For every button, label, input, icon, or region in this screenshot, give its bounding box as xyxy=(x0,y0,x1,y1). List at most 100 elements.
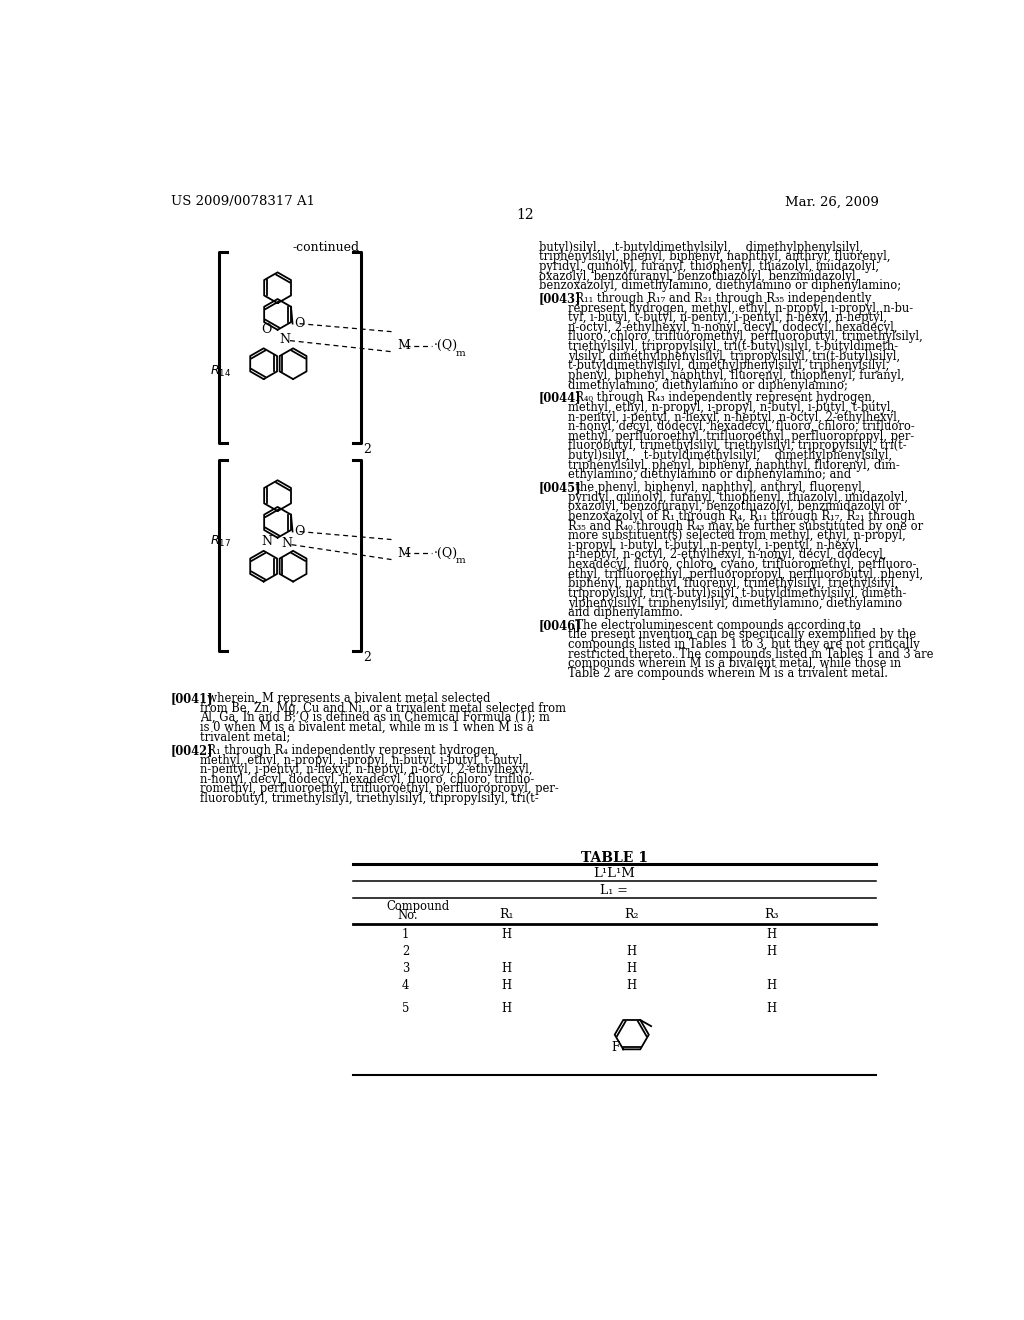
Text: t-butyldimethylsilyl, dimethylphenylsilyl, triphenylsilyl,: t-butyldimethylsilyl, dimethylphenylsily… xyxy=(568,359,890,372)
Text: n-pentyl, i-pentyl, n-hexyl, n-heptyl, n-octyl, 2-ethylhexyl,: n-pentyl, i-pentyl, n-hexyl, n-heptyl, n… xyxy=(568,411,901,424)
Text: phenyl, biphenyl, naphthyl, fluorenyl, thiophenyl, furanyl,: phenyl, biphenyl, naphthyl, fluorenyl, t… xyxy=(568,370,904,381)
Text: No.: No. xyxy=(397,909,419,923)
Text: H: H xyxy=(501,979,511,993)
Text: i-propyl, i-butyl, t-butyl, n-pentyl, i-pentyl, n-hexyl,: i-propyl, i-butyl, t-butyl, n-pentyl, i-… xyxy=(568,539,862,552)
Text: N: N xyxy=(282,537,293,549)
Text: benzoxazolyl, dimethylamino, diethylamino or diphenylamino;: benzoxazolyl, dimethylamino, diethylamin… xyxy=(539,280,901,292)
Text: triphenylsilyl, phenyl, biphenyl, naphthyl, fluorenyl, dim-: triphenylsilyl, phenyl, biphenyl, naphth… xyxy=(568,459,900,471)
Text: H: H xyxy=(501,962,511,975)
Text: H: H xyxy=(766,979,776,993)
Text: ·(Q): ·(Q) xyxy=(434,339,459,352)
Text: fluorobutyl, trimethylsilyl, triethylsilyl, tripropylsilyl, tri(t-: fluorobutyl, trimethylsilyl, triethylsil… xyxy=(200,792,539,805)
Text: compounds listed in Tables 1 to 3, but they are not critically: compounds listed in Tables 1 to 3, but t… xyxy=(568,638,920,651)
Text: 5: 5 xyxy=(401,1002,410,1015)
Text: Al, Ga, In and B; Q is defined as in Chemical Formula (1); m: Al, Ga, In and B; Q is defined as in Che… xyxy=(200,711,550,725)
Text: [0045]: [0045] xyxy=(539,480,582,494)
Text: tripropylsilyl, tri(t-butyl)silyl, t-butyldimethylsilyl, dimeth-: tripropylsilyl, tri(t-butyl)silyl, t-but… xyxy=(568,587,906,599)
Text: M: M xyxy=(397,546,411,560)
Text: Table 2 are compounds wherein M is a trivalent metal.: Table 2 are compounds wherein M is a tri… xyxy=(568,667,888,680)
Text: [0041]: [0041] xyxy=(171,692,213,705)
Text: more substituent(s) selected from methyl, ethyl, n-propyl,: more substituent(s) selected from methyl… xyxy=(568,529,906,543)
Text: methyl, perfluoroethyl, trifluoroethyl, perfluoropropyl, per-: methyl, perfluoroethyl, trifluoroethyl, … xyxy=(568,430,914,442)
Text: Mar. 26, 2009: Mar. 26, 2009 xyxy=(785,195,879,209)
Text: pyridyl, quinolyl, furanyl, thiophenyl, thiazolyl, imidazolyl,: pyridyl, quinolyl, furanyl, thiophenyl, … xyxy=(539,260,879,273)
Text: R₁₁ through R₁₇ and R₂₁ through R₃₅ independently: R₁₁ through R₁₇ and R₂₁ through R₃₅ inde… xyxy=(568,292,871,305)
Text: n-octyl, 2-ethylhexyl, n-nonyl, decyl, dodecyl, hexadecyl,: n-octyl, 2-ethylhexyl, n-nonyl, decyl, d… xyxy=(568,321,898,334)
Text: n-pentyl, i-pentyl, n-hexyl, n-heptyl, n-octyl, 2-ethylhexyl,: n-pentyl, i-pentyl, n-hexyl, n-heptyl, n… xyxy=(200,763,532,776)
Text: methyl, ethyl, n-propyl, i-propyl, n-butyl, i-butyl, t-butyl,: methyl, ethyl, n-propyl, i-propyl, n-but… xyxy=(200,754,526,767)
Text: the phenyl, biphenyl, naphthyl, anthryl, fluorenyl,: the phenyl, biphenyl, naphthyl, anthryl,… xyxy=(568,480,865,494)
Text: R₃₅ and R₄₀ through R₄₃ may be further substituted by one or: R₃₅ and R₄₀ through R₄₃ may be further s… xyxy=(568,520,924,532)
Text: restricted thereto. The compounds listed in Tables 1 and 3 are: restricted thereto. The compounds listed… xyxy=(568,648,934,661)
Text: 1: 1 xyxy=(401,928,410,941)
Text: ethylamino, diethylamino or diphenylamino; and: ethylamino, diethylamino or diphenylamin… xyxy=(568,469,851,482)
Text: n-nonyl, decyl, dodecyl, hexadecyl, fluoro, chloro, trifluoro-: n-nonyl, decyl, dodecyl, hexadecyl, fluo… xyxy=(568,420,915,433)
Text: represent hydrogen, methyl, ethyl, n-propyl, i-propyl, n-bu-: represent hydrogen, methyl, ethyl, n-pro… xyxy=(568,302,913,314)
Text: butyl)silyl,    t-butyldimethylsilyl,    dimethylphenylsilyl,: butyl)silyl, t-butyldimethylsilyl, dimet… xyxy=(539,240,863,253)
Text: and diphenylamino.: and diphenylamino. xyxy=(568,606,683,619)
Text: oxazolyl, benzofuranyl, benzothiazolyl, benzimidazolyl or: oxazolyl, benzofuranyl, benzothiazolyl, … xyxy=(568,500,901,513)
Text: oxazolyl, benzofuranyl, benzothiazolyl, benzimidazolyl,: oxazolyl, benzofuranyl, benzothiazolyl, … xyxy=(539,269,859,282)
Text: fluoro, chloro, trifluoromethyl, perfluorobutyl, trimethylsilyl,: fluoro, chloro, trifluoromethyl, perfluo… xyxy=(568,330,923,343)
Text: wherein, M represents a bivalent metal selected: wherein, M represents a bivalent metal s… xyxy=(200,692,490,705)
Text: triethylsilyl, tripropylsilyl, tri(t-butyl)silyl, t-butyldimeth-: triethylsilyl, tripropylsilyl, tri(t-but… xyxy=(568,341,898,354)
Text: trivalent metal;: trivalent metal; xyxy=(200,730,291,743)
Text: tyl, i-butyl, t-butyl, n-pentyl, i-pentyl, n-hexyl, n-heptyl,: tyl, i-butyl, t-butyl, n-pentyl, i-penty… xyxy=(568,312,887,325)
Text: TABLE 1: TABLE 1 xyxy=(581,851,648,866)
Text: $\mathit{R}_{17}$: $\mathit{R}_{17}$ xyxy=(210,535,231,549)
Text: H: H xyxy=(627,979,637,993)
Text: US 2009/0078317 A1: US 2009/0078317 A1 xyxy=(171,195,314,209)
Text: 4: 4 xyxy=(401,979,409,993)
Text: O: O xyxy=(261,322,272,335)
Text: benzoxazolyl of R₁ through R₄, R₁₁ through R₁₇, R₂₁ through: benzoxazolyl of R₁ through R₄, R₁₁ throu… xyxy=(568,510,915,523)
Text: O: O xyxy=(294,317,304,330)
Text: triphenylsilyl, phenyl, biphenyl, naphthyl, anthryl, fluorenyl,: triphenylsilyl, phenyl, biphenyl, naphth… xyxy=(539,251,890,264)
Text: $\mathit{R}_{14}$: $\mathit{R}_{14}$ xyxy=(210,364,231,379)
Text: ·(Q): ·(Q) xyxy=(434,546,459,560)
Text: [0042]: [0042] xyxy=(171,744,213,756)
Text: 2: 2 xyxy=(362,651,371,664)
Text: hexadecyl, fluoro, chloro, cyano, trifluoromethyl, perfluoro-: hexadecyl, fluoro, chloro, cyano, triflu… xyxy=(568,558,916,572)
Text: 12: 12 xyxy=(516,209,534,223)
Text: n-nonyl, decyl, dodecyl, hexadecyl, fluoro, chloro, trifluo-: n-nonyl, decyl, dodecyl, hexadecyl, fluo… xyxy=(200,774,535,785)
Text: H: H xyxy=(627,945,637,958)
Text: H: H xyxy=(766,1002,776,1015)
Text: 3: 3 xyxy=(401,962,409,975)
Text: R₂: R₂ xyxy=(625,908,639,920)
Text: n-heptyl, n-octyl, 2-ethylhexyl, n-nonyl, decyl, dodecyl,: n-heptyl, n-octyl, 2-ethylhexyl, n-nonyl… xyxy=(568,548,887,561)
Text: [0044]: [0044] xyxy=(539,391,582,404)
Text: R₁ through R₄ independently represent hydrogen,: R₁ through R₄ independently represent hy… xyxy=(200,744,499,756)
Text: the present invention can be specifically exemplified by the: the present invention can be specificall… xyxy=(568,628,916,642)
Text: is 0 when M is a bivalent metal, while m is 1 when M is a: is 0 when M is a bivalent metal, while m… xyxy=(200,721,534,734)
Text: R₃: R₃ xyxy=(764,908,778,920)
Text: The electroluminescent compounds according to: The electroluminescent compounds accordi… xyxy=(568,619,861,632)
Text: butyl)silyl,    t-butyldimethylsilyl,    dimethylphenylsilyl,: butyl)silyl, t-butyldimethylsilyl, dimet… xyxy=(568,449,892,462)
Text: m: m xyxy=(456,348,466,358)
Text: fluorobutyl, trimethylsilyl, triethylsilyl, tripropylsilyl, tri(t-: fluorobutyl, trimethylsilyl, triethylsil… xyxy=(568,440,907,453)
Text: F: F xyxy=(611,1041,620,1055)
Text: 2: 2 xyxy=(362,444,371,457)
Text: L₁ =: L₁ = xyxy=(600,884,629,896)
Text: [0043]: [0043] xyxy=(539,292,582,305)
Text: M: M xyxy=(397,339,411,352)
Text: R₁: R₁ xyxy=(499,908,513,920)
Text: Compound: Compound xyxy=(386,900,450,913)
Text: N: N xyxy=(261,535,272,548)
Text: L¹L¹M: L¹L¹M xyxy=(593,867,635,880)
Text: H: H xyxy=(766,928,776,941)
Text: ylsilyl, dimethylphenylsilyl, tripropylsilyl, tri(t-butyl)silyl,: ylsilyl, dimethylphenylsilyl, tripropyls… xyxy=(568,350,900,363)
Text: from Be, Zn, Mg, Cu and Ni, or a trivalent metal selected from: from Be, Zn, Mg, Cu and Ni, or a trivale… xyxy=(200,702,566,714)
Text: O: O xyxy=(294,525,304,539)
Text: N: N xyxy=(280,333,291,346)
Text: ethyl, trifluoroethyl, perfluoropropyl, perfluorobutyl, phenyl,: ethyl, trifluoroethyl, perfluoropropyl, … xyxy=(568,568,924,581)
Text: pyridyl, quinolyl, furanyl, thiophenyl, thiazolyl, imidazolyl,: pyridyl, quinolyl, furanyl, thiophenyl, … xyxy=(568,491,908,504)
Text: 2: 2 xyxy=(401,945,409,958)
Text: romethyl, perfluoroethyl, trifluoroethyl, perfluoropropyl, per-: romethyl, perfluoroethyl, trifluoroethyl… xyxy=(200,783,559,796)
Text: R₄₀ through R₄₃ independently represent hydrogen,: R₄₀ through R₄₃ independently represent … xyxy=(568,391,876,404)
Text: [0046]: [0046] xyxy=(539,619,582,632)
Text: H: H xyxy=(766,945,776,958)
Text: H: H xyxy=(501,1002,511,1015)
Text: dimethylamino, diethylamino or diphenylamino;: dimethylamino, diethylamino or diphenyla… xyxy=(568,379,848,392)
Text: H: H xyxy=(501,928,511,941)
Text: m: m xyxy=(456,557,466,565)
